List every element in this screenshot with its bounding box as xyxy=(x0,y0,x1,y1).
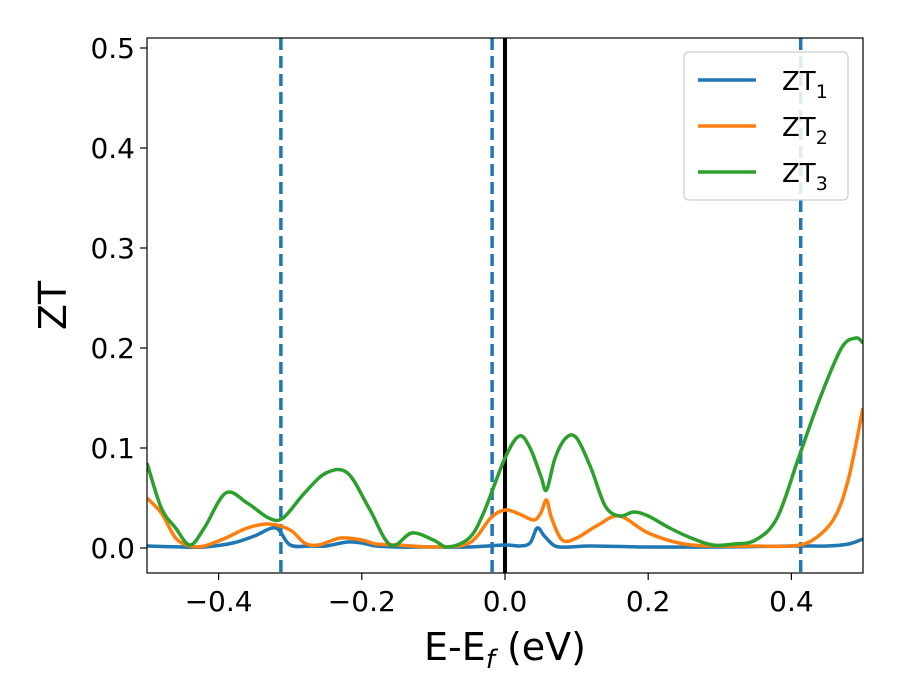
y-axis-label: ZT xyxy=(31,280,75,330)
legend-label-subscript: 3 xyxy=(816,173,828,195)
plot-area xyxy=(147,38,863,573)
legend-box xyxy=(683,51,849,201)
x-tick-label: −0.2 xyxy=(328,585,396,618)
y-tick-label: 0.5 xyxy=(90,32,135,65)
x-tick-label: 0.2 xyxy=(626,585,671,618)
x-axis-label-main: E-E xyxy=(424,625,486,669)
axes: −0.4 −0.2 0.0 0.2 0.4 0.0 0.1 0.2 0.3 0.4 0.5 xyxy=(90,32,864,618)
legend-label-main: ZT xyxy=(782,159,816,189)
y-tick-label: 0.1 xyxy=(90,432,135,465)
x-axis-label: E-Ef (eV) xyxy=(424,625,586,675)
x-tick-label: 0.4 xyxy=(769,585,814,618)
legend-label-subscript: 1 xyxy=(816,81,828,103)
y-tick-label: 0.2 xyxy=(90,332,135,365)
series-line-zt3 xyxy=(147,336,863,549)
x-axis-label-unit: (eV) xyxy=(495,625,586,669)
legend-label-subscript: 2 xyxy=(816,127,828,149)
y-tick-label: 0.3 xyxy=(90,232,135,265)
legend-label-main: ZT xyxy=(782,67,816,97)
y-tick-label: 0.0 xyxy=(90,532,135,565)
series-line-zt1 xyxy=(147,526,863,550)
x-tick-label: −0.4 xyxy=(185,585,253,618)
legend-label-main: ZT xyxy=(782,113,816,143)
legend-label-zt3: ZT3 xyxy=(782,159,828,195)
legend-label-zt2: ZT2 xyxy=(782,113,828,149)
x-tick-label: 0.0 xyxy=(483,585,528,618)
y-tick-label: 0.4 xyxy=(90,132,135,165)
legend-label-zt1: ZT1 xyxy=(782,67,828,103)
